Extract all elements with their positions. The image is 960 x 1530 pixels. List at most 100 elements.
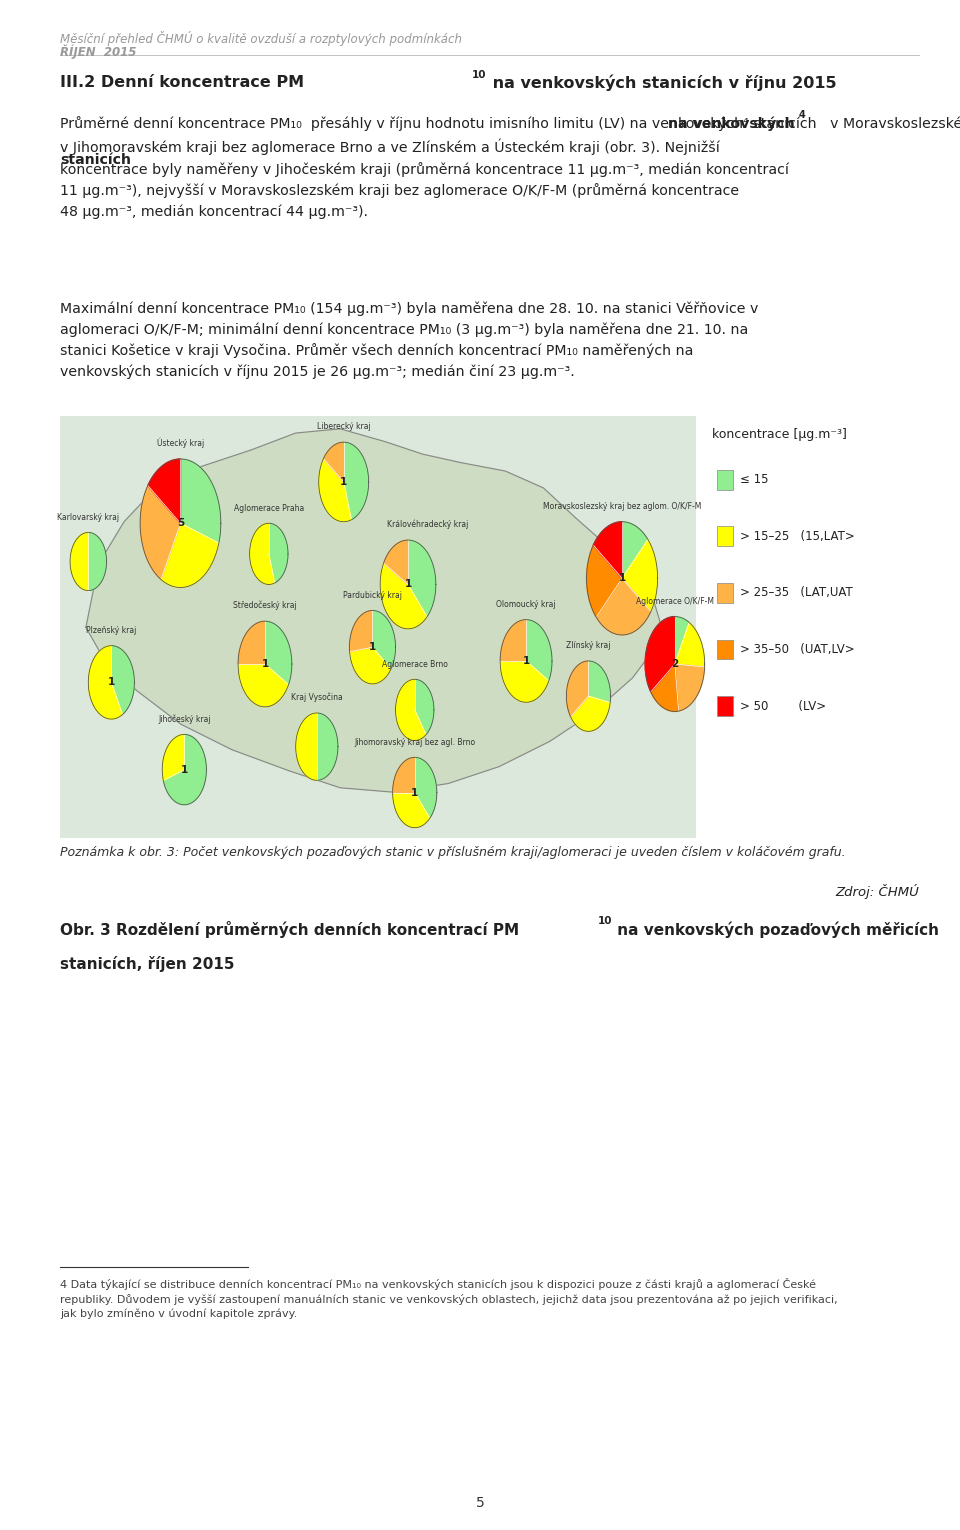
Text: stanicích, říjen 2015: stanicích, říjen 2015 bbox=[60, 956, 235, 972]
Text: Královéhradecký kraj: Královéhradecký kraj bbox=[387, 520, 468, 529]
Text: Jihomoravský kraj bez agl. Brno: Jihomoravský kraj bez agl. Brno bbox=[354, 737, 475, 747]
Bar bbox=[717, 583, 733, 603]
Text: stanicích: stanicích bbox=[60, 153, 132, 167]
Polygon shape bbox=[415, 679, 434, 734]
Text: Průměrné denní koncentrace PM₁₀  přesáhly v říjnu hodnotu imisního limitu (LV) n: Průměrné denní koncentrace PM₁₀ přesáhly… bbox=[60, 116, 960, 219]
Text: 1: 1 bbox=[369, 643, 376, 652]
Text: koncentrace [µg.m⁻³]: koncentrace [µg.m⁻³] bbox=[712, 428, 847, 441]
Text: 2: 2 bbox=[671, 659, 679, 669]
Bar bbox=[717, 640, 733, 659]
Polygon shape bbox=[500, 620, 526, 661]
Text: > 15–25   (15,LAT>: > 15–25 (15,LAT> bbox=[740, 529, 855, 543]
Polygon shape bbox=[393, 757, 415, 793]
Text: Pardubický kraj: Pardubický kraj bbox=[343, 591, 402, 600]
Text: 5: 5 bbox=[475, 1496, 485, 1510]
Text: Plzeňský kraj: Plzeňský kraj bbox=[86, 626, 136, 635]
Polygon shape bbox=[111, 646, 134, 715]
Polygon shape bbox=[324, 442, 344, 482]
Polygon shape bbox=[645, 617, 675, 692]
Polygon shape bbox=[85, 428, 664, 793]
Polygon shape bbox=[70, 532, 88, 591]
Polygon shape bbox=[675, 617, 689, 664]
Text: na venkovských: na venkovských bbox=[668, 116, 795, 130]
Text: Poznámka k obr. 3: Počet venkovských pozaďových stanic v příslušném kraji/aglome: Poznámka k obr. 3: Počet venkovských poz… bbox=[60, 846, 846, 858]
Polygon shape bbox=[88, 532, 107, 591]
Polygon shape bbox=[393, 793, 430, 828]
Text: Zlínský kraj: Zlínský kraj bbox=[566, 641, 611, 650]
Text: na venkovských pozaďových měřicích: na venkovských pozaďových měřicích bbox=[612, 921, 939, 938]
Text: ≤ 15: ≤ 15 bbox=[740, 473, 769, 487]
Polygon shape bbox=[269, 523, 288, 583]
Polygon shape bbox=[344, 442, 369, 520]
Polygon shape bbox=[163, 734, 206, 805]
Text: Maximální denní koncentrace PM₁₀ (154 µg.m⁻³) byla naměřena dne 28. 10. na stani: Maximální denní koncentrace PM₁₀ (154 µg… bbox=[60, 301, 758, 379]
Polygon shape bbox=[180, 459, 221, 543]
Text: 1: 1 bbox=[404, 580, 412, 589]
Text: Liberecký kraj: Liberecký kraj bbox=[317, 422, 371, 431]
Text: 1: 1 bbox=[522, 656, 530, 666]
Text: 4: 4 bbox=[799, 110, 805, 121]
Text: 1: 1 bbox=[411, 788, 419, 797]
Text: > 35–50   (UAT,LV>: > 35–50 (UAT,LV> bbox=[740, 643, 854, 656]
Polygon shape bbox=[526, 620, 552, 681]
Polygon shape bbox=[238, 664, 289, 707]
Polygon shape bbox=[88, 646, 123, 719]
Text: 1: 1 bbox=[340, 477, 348, 487]
Text: na venkovských stanicích v říjnu 2015: na venkovských stanicích v říjnu 2015 bbox=[487, 75, 836, 92]
Text: Aglomerace Brno: Aglomerace Brno bbox=[382, 659, 447, 669]
Text: Kraj Vysočina: Kraj Vysočina bbox=[291, 693, 343, 702]
Polygon shape bbox=[675, 664, 705, 711]
Polygon shape bbox=[675, 623, 705, 667]
Text: 4 Data týkající se distribuce denních koncentrací PM₁₀ na venkovských stanicích : 4 Data týkající se distribuce denních ko… bbox=[60, 1278, 838, 1319]
Text: Ústecký kraj: Ústecký kraj bbox=[156, 438, 204, 448]
Polygon shape bbox=[162, 734, 184, 780]
Polygon shape bbox=[593, 522, 622, 578]
Bar bbox=[717, 696, 733, 716]
Polygon shape bbox=[296, 713, 317, 780]
Text: Středočeský kraj: Středočeský kraj bbox=[233, 601, 297, 610]
Polygon shape bbox=[372, 610, 396, 669]
Polygon shape bbox=[319, 459, 351, 522]
Polygon shape bbox=[250, 523, 275, 584]
Polygon shape bbox=[265, 621, 292, 684]
Polygon shape bbox=[587, 545, 622, 617]
Polygon shape bbox=[384, 540, 408, 584]
Text: > 50        (LV>: > 50 (LV> bbox=[740, 699, 827, 713]
Polygon shape bbox=[622, 540, 658, 612]
Text: Měsíční přehled ČHMÚ o kvalitě ovzduší a rozptylových podmínkách: Měsíční přehled ČHMÚ o kvalitě ovzduší a… bbox=[60, 31, 463, 46]
Polygon shape bbox=[622, 522, 648, 578]
Polygon shape bbox=[596, 578, 651, 635]
Text: Aglomerace Praha: Aglomerace Praha bbox=[233, 503, 304, 513]
Polygon shape bbox=[588, 661, 611, 702]
Polygon shape bbox=[148, 459, 180, 523]
Bar bbox=[717, 470, 733, 490]
Polygon shape bbox=[500, 661, 549, 702]
Polygon shape bbox=[566, 661, 588, 718]
Polygon shape bbox=[349, 610, 372, 652]
Text: Olomoucký kraj: Olomoucký kraj bbox=[496, 600, 556, 609]
Polygon shape bbox=[317, 713, 338, 780]
Text: Obr. 3 Rozdělení průměrných denních koncentrací PM: Obr. 3 Rozdělení průměrných denních konc… bbox=[60, 921, 519, 938]
Polygon shape bbox=[651, 664, 679, 711]
Text: ŘÍJEN  2015: ŘÍJEN 2015 bbox=[60, 44, 137, 60]
Polygon shape bbox=[415, 757, 437, 819]
Text: Aglomerace O/K/F-M: Aglomerace O/K/F-M bbox=[636, 597, 714, 606]
Text: 1: 1 bbox=[261, 659, 269, 669]
Bar bbox=[60, 416, 696, 838]
Polygon shape bbox=[238, 621, 265, 664]
Text: Zdroj: ČHMÚ: Zdroj: ČHMÚ bbox=[835, 884, 919, 900]
Polygon shape bbox=[161, 523, 219, 588]
Polygon shape bbox=[349, 647, 391, 684]
Text: III.2 Denní koncentrace PM: III.2 Denní koncentrace PM bbox=[60, 75, 304, 90]
Polygon shape bbox=[140, 485, 180, 580]
Polygon shape bbox=[408, 540, 436, 617]
Text: 10: 10 bbox=[471, 70, 486, 81]
Text: Karlovarský kraj: Karlovarský kraj bbox=[58, 513, 119, 522]
Polygon shape bbox=[380, 563, 427, 629]
Text: 1: 1 bbox=[618, 574, 626, 583]
Text: 10: 10 bbox=[598, 916, 612, 927]
Text: 1: 1 bbox=[180, 765, 188, 774]
Polygon shape bbox=[570, 696, 611, 731]
Text: > 25–35   (LAT,UAT: > 25–35 (LAT,UAT bbox=[740, 586, 852, 600]
Bar bbox=[717, 526, 733, 546]
